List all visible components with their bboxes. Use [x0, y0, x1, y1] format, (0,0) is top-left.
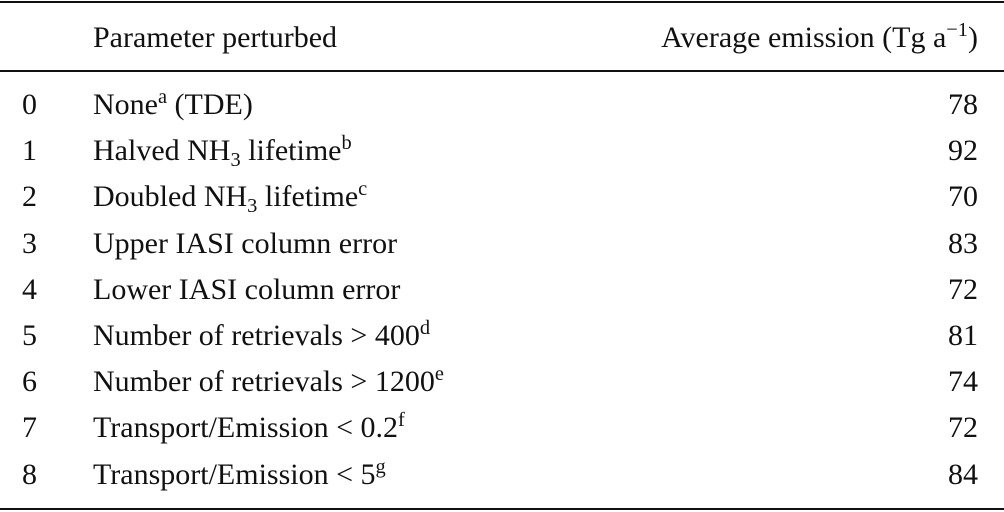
supscript: e — [434, 362, 444, 385]
table-row: 2 Doubled NH3 lifetimec 70 — [0, 174, 1004, 220]
supscript: d — [419, 316, 431, 339]
supscript: b — [341, 131, 352, 154]
text-segment: Number of retrievals > 400 — [93, 319, 420, 352]
row-parameter: Halved NH3 lifetimeb — [93, 128, 352, 174]
row-parameter: Number of retrievals > 1200e — [93, 359, 444, 405]
top-rule — [0, 1, 1004, 3]
row-parameter: Upper IASI column error — [93, 221, 397, 267]
row-parameter: Nonea (TDE) — [93, 82, 253, 128]
header-row: Parameter perturbed Average emission (Tg … — [0, 15, 1004, 61]
text-segment: ) — [968, 21, 978, 54]
row-emission: 84 — [948, 457, 978, 491]
text-segment: Doubled NH — [93, 180, 248, 214]
row-emission: 92 — [948, 134, 978, 168]
row-emission: 81 — [948, 319, 978, 352]
table-row: 8 Transport/Emission < 5g 84 — [0, 452, 1004, 498]
supscript: a — [157, 85, 168, 108]
row-parameter: Number of retrievals > 400d — [93, 313, 430, 359]
bottom-rule — [0, 508, 1004, 510]
subscript: 3 — [230, 149, 241, 172]
row-index: 1 — [22, 134, 37, 168]
header-rule — [0, 70, 1004, 72]
table-row: 7 Transport/Emission < 0.2f 72 — [0, 405, 1004, 451]
text-segment: Parameter perturbed — [93, 21, 338, 54]
row-emission: 72 — [948, 272, 978, 306]
row-emission: 74 — [948, 365, 978, 399]
text-segment: None — [93, 88, 158, 121]
header-emission: Average emission (Tg a−1) — [661, 15, 978, 61]
row-emission: 83 — [948, 226, 978, 260]
supscript: c — [358, 178, 368, 201]
header-parameter: Parameter perturbed — [93, 15, 337, 61]
text-segment: Lower IASI column error — [93, 272, 401, 306]
text-segment: Average emission (Tg a — [661, 21, 947, 54]
row-index: 8 — [22, 457, 37, 491]
table-row: 3 Upper IASI column error 83 — [0, 221, 1004, 267]
supscript: f — [398, 409, 405, 432]
table-row: 4 Lower IASI column error 72 — [0, 267, 1004, 313]
table-row: 0 Nonea (TDE) 78 — [0, 82, 1004, 128]
text-segment: Transport/Emission < 5 — [93, 457, 376, 491]
row-index: 7 — [22, 411, 37, 445]
row-emission: 72 — [948, 411, 978, 445]
subscript: 3 — [247, 195, 258, 218]
row-parameter: Transport/Emission < 5g — [93, 452, 386, 498]
row-index: 0 — [22, 88, 37, 121]
text-segment: Number of retrievals > 1200 — [93, 365, 435, 399]
row-parameter: Doubled NH3 lifetimec — [93, 174, 367, 220]
row-index: 2 — [22, 180, 37, 214]
table-row: 5 Number of retrievals > 400d 81 — [0, 313, 1004, 359]
row-index: 5 — [22, 319, 37, 352]
row-emission: 78 — [948, 88, 978, 121]
row-index: 4 — [22, 272, 37, 306]
row-emission: 70 — [948, 180, 978, 214]
table-row: 6 Number of retrievals > 1200e 74 — [0, 359, 1004, 405]
supscript: −1 — [946, 18, 968, 41]
row-index: 3 — [22, 226, 37, 260]
row-index: 6 — [22, 365, 37, 399]
text-segment: Transport/Emission < 0.2 — [93, 411, 399, 445]
text-segment: lifetime — [257, 180, 359, 214]
text-segment: lifetime — [240, 134, 342, 168]
text-segment: Halved NH — [93, 134, 231, 168]
text-segment: Upper IASI column error — [93, 226, 398, 260]
row-parameter: Transport/Emission < 0.2f — [93, 405, 405, 451]
supscript: g — [375, 455, 386, 478]
table-row: 1 Halved NH3 lifetimeb 92 — [0, 128, 1004, 174]
text-segment: (TDE) — [167, 88, 253, 121]
row-parameter: Lower IASI column error — [93, 267, 400, 313]
